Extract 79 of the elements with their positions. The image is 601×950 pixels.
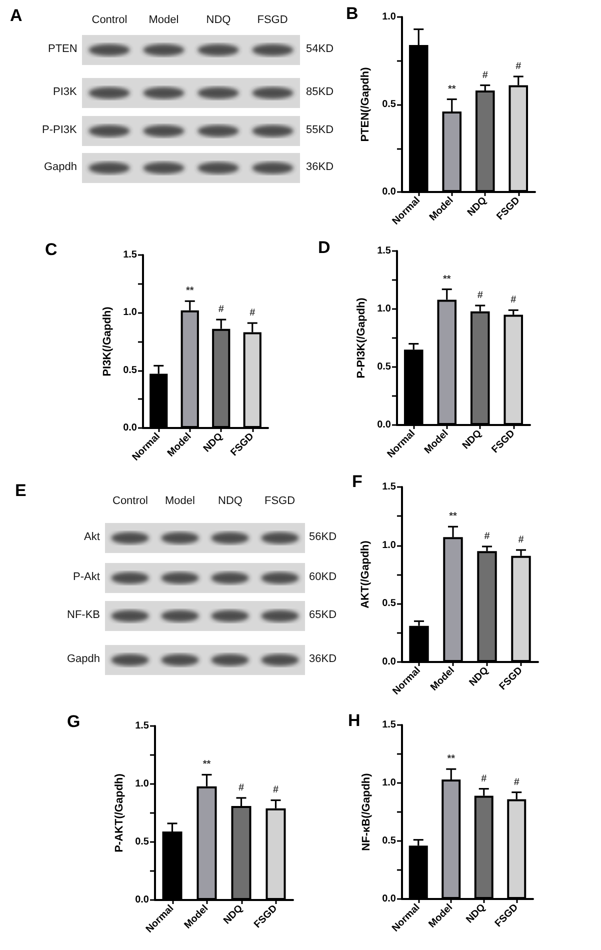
y-tick-label: 0.5 — [382, 99, 396, 110]
y-tick-label: 1.5 — [123, 250, 138, 260]
category-label: Control — [92, 14, 128, 27]
annotation: # — [250, 308, 256, 319]
y-tick-label: 0.0 — [382, 656, 396, 668]
chart-title: B — [346, 4, 358, 23]
category-label: P-PI3K — [42, 124, 77, 136]
category-label: 55KD — [306, 124, 334, 136]
y-tick-label: 1.5 — [377, 246, 392, 256]
category-label: FSGD — [257, 14, 288, 27]
y-axis-title: P-AKT(/Gapdh) — [114, 773, 126, 852]
category-label: Gapdh — [44, 161, 78, 173]
y-tick-label: 0.5 — [377, 362, 392, 372]
category-label: Model — [165, 495, 195, 508]
annotation: # — [510, 294, 517, 306]
y-tick-label: 0.5 — [382, 836, 396, 846]
annotation: # — [218, 304, 224, 316]
category-label: Akt — [84, 531, 100, 543]
y-axis-title: NF-κB(/Gapdh) — [360, 772, 372, 851]
category-label: Control — [112, 495, 148, 508]
annotation: # — [514, 776, 520, 788]
text: E — [15, 481, 26, 500]
y-tick-label: 1.0 — [382, 778, 396, 788]
y-tick-label: 0.5 — [123, 364, 138, 376]
annotation: ** — [186, 286, 194, 297]
y-axis-title: PTEN(/Gapdh) — [360, 66, 372, 142]
annotation: ** — [449, 511, 457, 522]
annotation: # — [484, 531, 490, 542]
y-tick-label: 0.5 — [135, 836, 150, 848]
category-label: PI3K — [53, 86, 77, 98]
category-label: Gapdh — [67, 653, 100, 665]
y-axis-title: AKT(/Gapdh) — [360, 540, 372, 608]
category-label: 85KD — [306, 86, 334, 98]
y-tick-label: 1.5 — [382, 720, 396, 730]
y-tick-label: 1.5 — [135, 720, 150, 732]
category-label: 65KD — [309, 609, 337, 621]
category-label: 36KD — [306, 161, 334, 173]
y-tick-label: 0.0 — [382, 186, 396, 198]
y-tick-label: 1.0 — [377, 304, 392, 314]
annotation: ** — [447, 754, 456, 765]
y-tick-label: 0.0 — [382, 894, 396, 904]
category-label: P-Akt — [73, 571, 100, 583]
annotation: # — [516, 61, 522, 72]
annotation: ** — [448, 84, 456, 95]
category-label: NDQ — [218, 495, 242, 508]
y-tick-label: 0.0 — [377, 420, 392, 430]
annotation: # — [482, 70, 488, 81]
category-label: NDQ — [206, 14, 231, 27]
chart-title: D — [318, 238, 330, 257]
chart-title: G — [67, 712, 80, 731]
annotation: # — [518, 534, 524, 546]
y-tick-label: 1.5 — [382, 482, 396, 492]
chart-title: C — [45, 240, 58, 259]
y-axis-title: P-PI3K(/Gapdh) — [356, 297, 368, 378]
text: A — [10, 6, 22, 25]
y-tick-label: 0.0 — [123, 422, 138, 434]
category-label: 56KD — [309, 531, 337, 543]
category-label: 54KD — [306, 43, 334, 55]
y-tick-label: 1.0 — [382, 12, 396, 22]
category-label: Model — [148, 14, 179, 27]
annotation: ** — [442, 274, 451, 285]
chart-title: H — [348, 711, 360, 730]
annotation: # — [481, 773, 488, 784]
y-axis-title: PI3K(/Gapdh) — [102, 306, 114, 376]
category-label: FSGD — [264, 495, 296, 508]
chart-title: F — [352, 472, 362, 491]
annotation: # — [238, 782, 244, 794]
y-tick-label: 1.0 — [382, 540, 396, 551]
y-tick-label: 1.0 — [123, 307, 138, 318]
annotation: ** — [202, 759, 211, 770]
annotation: # — [272, 784, 279, 796]
y-tick-label: 1.0 — [135, 778, 150, 790]
category-label: PTEN — [48, 43, 78, 55]
category-label: 60KD — [309, 571, 337, 583]
y-tick-label: 0.0 — [135, 894, 150, 906]
y-tick-label: 0.5 — [382, 598, 396, 610]
category-label: 36KD — [309, 653, 337, 665]
annotation: # — [477, 290, 484, 302]
category-label: NF-KB — [67, 609, 100, 621]
